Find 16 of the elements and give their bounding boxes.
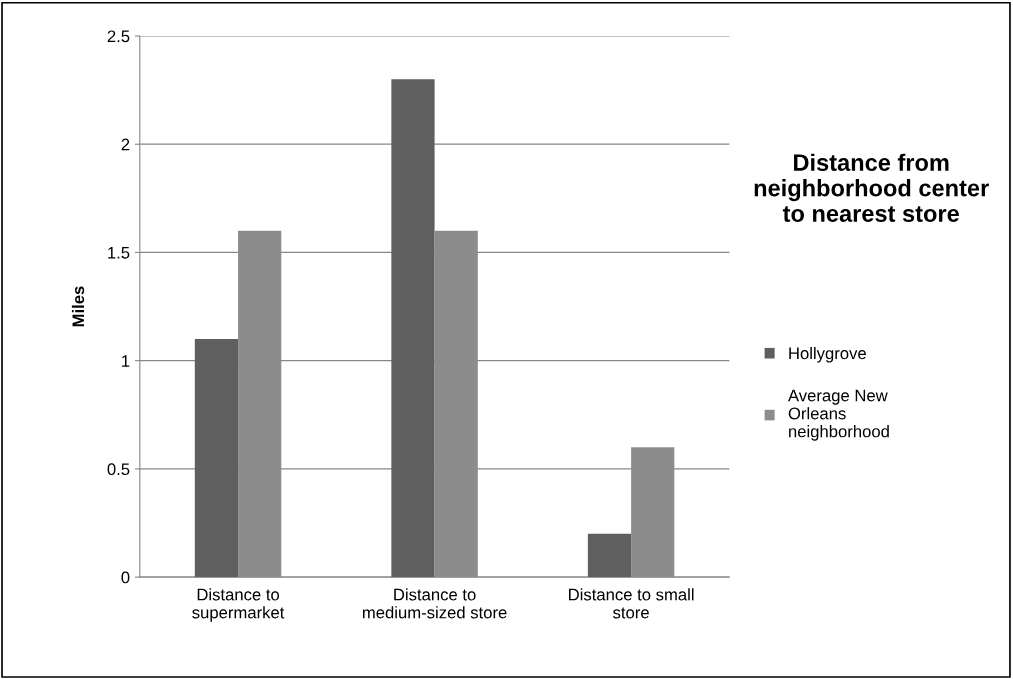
- bar: [194, 339, 239, 578]
- y-tick-label: 2.5: [107, 30, 130, 43]
- text: Distance from neighborhood center to nearest store: [754, 153, 989, 222]
- y-tick-label: 0: [121, 571, 130, 584]
- x-tick-label: Distance to small store: [569, 588, 694, 619]
- y-tick-label: 0.5: [107, 463, 130, 476]
- bar: [587, 533, 632, 578]
- y-tick-label: 1: [122, 355, 130, 367]
- bar: [391, 79, 435, 578]
- y-tick-label: 1.5: [108, 247, 130, 259]
- x-tick-label: Distance to supermarket: [192, 588, 285, 622]
- y-tick-label: 2: [121, 138, 130, 151]
- legend-label: Average New Orleans neighborhood: [787, 389, 889, 441]
- y-axis-title: Miles: [71, 286, 85, 327]
- legend-label: Hollygrove: [789, 347, 866, 363]
- x-tick-label: Distance to medium-sized store: [362, 588, 507, 619]
